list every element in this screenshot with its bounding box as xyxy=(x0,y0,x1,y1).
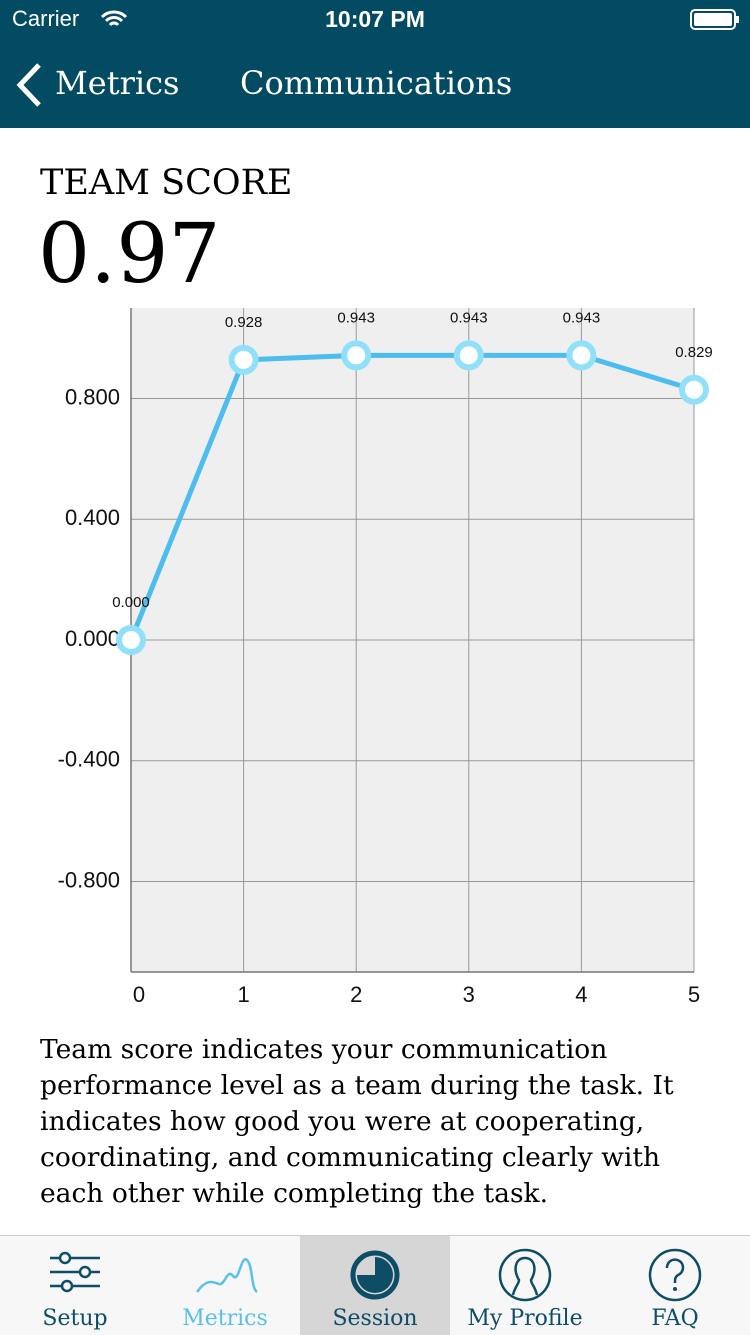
x-tick-label: 1 xyxy=(237,982,249,1007)
y-tick-label: -0.800 xyxy=(58,867,120,892)
data-point xyxy=(679,374,709,405)
tab-label: My Profile xyxy=(467,1306,583,1331)
data-point xyxy=(228,344,259,375)
tab[interactable]: My Profile xyxy=(450,1236,600,1335)
data-label: 0.943 xyxy=(563,309,601,326)
score-label: TEAM SCORE xyxy=(40,163,293,203)
metrics-icon xyxy=(195,1258,258,1294)
faq-icon xyxy=(648,1248,702,1302)
data-label: 0.928 xyxy=(225,314,263,331)
data-label: 0.943 xyxy=(337,309,375,326)
tab-label: FAQ xyxy=(651,1306,699,1331)
x-tick-label: 4 xyxy=(575,982,587,1007)
tab[interactable]: Session xyxy=(300,1236,450,1335)
description: Team score indicates your communication … xyxy=(40,1034,674,1209)
tab-label: Session xyxy=(332,1306,418,1331)
x-tick-label: 5 xyxy=(688,982,700,1007)
chart: 0.800 0.400 0.000 -0.400 -0.800 0 1 2 3 4 5 0.000 0.… xyxy=(58,308,713,1007)
nav-bar: Carrier 10:07 PM Metrics Communications xyxy=(0,0,750,128)
tab-label: Metrics xyxy=(182,1306,268,1331)
x-tick-label: 3 xyxy=(463,982,475,1007)
tab[interactable]: FAQ xyxy=(600,1236,750,1335)
x-tick-label: 2 xyxy=(350,982,362,1007)
setup-icon xyxy=(50,1251,100,1293)
tab[interactable]: Metrics xyxy=(150,1236,300,1335)
score-value: 0.97 xyxy=(38,207,221,302)
series-line xyxy=(128,352,695,641)
tab-bar: Setup Metrics Session My Profile FAQ xyxy=(0,1235,750,1335)
data-point xyxy=(116,625,146,655)
x-tick-label: 0 xyxy=(133,982,145,1007)
back-chevron[interactable] xyxy=(14,62,44,108)
data-point xyxy=(341,340,372,371)
back-button[interactable]: Metrics xyxy=(55,64,180,102)
y-tick-label: 0.400 xyxy=(65,505,120,530)
profile-icon xyxy=(498,1248,552,1302)
data-label: 0.829 xyxy=(675,344,713,361)
carrier: Carrier xyxy=(12,6,80,31)
y-tick-label: 0.800 xyxy=(65,384,120,409)
y-tick-label: 0.000 xyxy=(65,626,120,651)
wifi-icon xyxy=(100,10,128,27)
data-label: 0.943 xyxy=(450,309,488,326)
data-point xyxy=(566,340,597,371)
session-icon xyxy=(350,1250,400,1300)
nav-title: Communications xyxy=(240,64,513,102)
data-label: 0.000 xyxy=(112,594,150,611)
data-point xyxy=(453,340,484,371)
battery-icon xyxy=(690,9,739,30)
clock: 10:07 PM xyxy=(325,6,425,32)
tab-label: Setup xyxy=(42,1306,108,1331)
y-tick-label: -0.400 xyxy=(58,747,120,772)
tab[interactable]: Setup xyxy=(0,1236,150,1335)
